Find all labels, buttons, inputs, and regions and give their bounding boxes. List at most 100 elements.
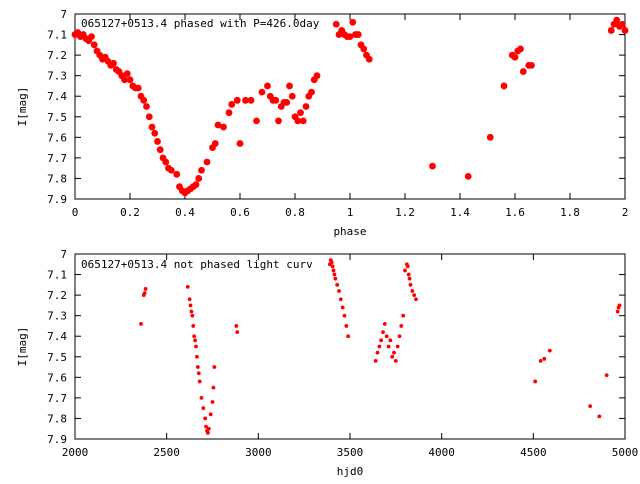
data-point [258,88,266,96]
data-point [519,68,527,75]
data-point [615,309,620,314]
data-point [500,82,508,90]
data-point [349,18,357,26]
data-point [272,96,280,104]
data-point [528,61,535,69]
data-point [617,303,622,308]
data-point [354,31,362,38]
data-point [110,59,117,67]
data-point [346,33,354,41]
y-axis-label: I[mag] [16,87,29,127]
data-point [302,103,310,110]
data-point [211,385,216,390]
data-point [399,324,404,328]
x-tick-label: 1.4 [450,206,470,219]
data-point [148,123,156,131]
data-point [384,334,389,339]
data-point [242,96,249,104]
plot-frame [74,13,626,200]
data-point [145,113,153,121]
y-tick-label: 7.4 [47,90,67,103]
x-tick-label: 1.8 [560,206,580,219]
data-point [88,33,95,41]
data-point [197,379,202,384]
data-point [308,88,315,96]
y-tick-label: 7.3 [47,310,67,323]
data-point [397,334,402,339]
phased-light-curve-panel: 0 0.2 0.4 0.6 0.8 1 1.2 1.4 1.6 1.8 2 7 7.1 7.2 7.3 7.4… [16,8,629,238]
data-point [247,96,255,104]
x-tick-label: 5000 [612,446,639,459]
data-point [162,158,170,166]
data-point [286,82,293,90]
data-point [201,406,206,411]
y-tick-label: 7.9 [47,433,67,446]
y-tick-label: 7.2 [47,49,67,62]
y-tick-label: 7.7 [47,392,67,405]
data-point [154,138,161,145]
x-tick-label: 0.2 [120,206,140,219]
data-point [134,84,142,92]
data-point [538,358,543,363]
data-point [253,117,260,125]
data-point [189,309,194,314]
data-point [464,172,472,180]
data-point [191,324,196,328]
data-point [143,287,148,291]
data-point [297,109,304,117]
data-point [283,98,291,106]
unphased-light-curve-panel: 2000 2500 3000 3500 4000 4500 5000 7 7.1 7.2 7.3 7.… [16,248,638,478]
data-point [337,289,341,293]
data-point [607,27,615,34]
data-point [173,170,181,178]
y-tick-label: 7.8 [47,412,67,425]
data-point [139,321,143,326]
data-point [210,400,215,404]
data-point [142,291,147,295]
data-point [414,297,418,302]
x-axis-label: phase [333,225,366,238]
x-tick-label: 0.4 [175,206,195,219]
data-point [338,297,343,302]
data-point [214,121,222,129]
data-point [412,293,417,298]
x-tick-label: 0 [72,206,79,219]
data-point [379,338,384,343]
data-point [208,412,213,417]
data-point [206,430,210,435]
data-point [331,268,336,273]
data-point [377,344,382,349]
data-point [204,424,208,429]
y-tick-label: 7 [60,8,67,21]
data-point [621,27,629,34]
x-axis-label: hjd0 [337,465,364,478]
data-point [511,53,519,61]
data-point [340,305,345,310]
data-point [167,166,175,174]
data-point [386,344,391,349]
data-point [332,272,337,277]
data-point [373,358,378,363]
data-point [203,158,211,166]
data-point [235,330,240,335]
y-tick-label: 7.6 [47,371,67,384]
x-tick-label: 2000 [62,446,89,459]
data-point [299,117,307,125]
data-point [198,166,205,174]
data-point [188,303,193,308]
y-tick-label: 7.4 [47,330,67,343]
data-point [140,96,148,104]
data-point [517,45,524,53]
x-tick-label: 1.2 [395,206,415,219]
x-tick-label: 1.6 [505,206,525,219]
data-point [195,354,199,359]
y-axis-label: I[mag] [16,327,29,367]
data-point [406,272,411,277]
data-point [395,344,400,349]
data-point [604,373,609,378]
data-point [123,70,131,78]
data-point [346,334,351,339]
data-point [405,264,410,269]
data-point [236,140,244,147]
